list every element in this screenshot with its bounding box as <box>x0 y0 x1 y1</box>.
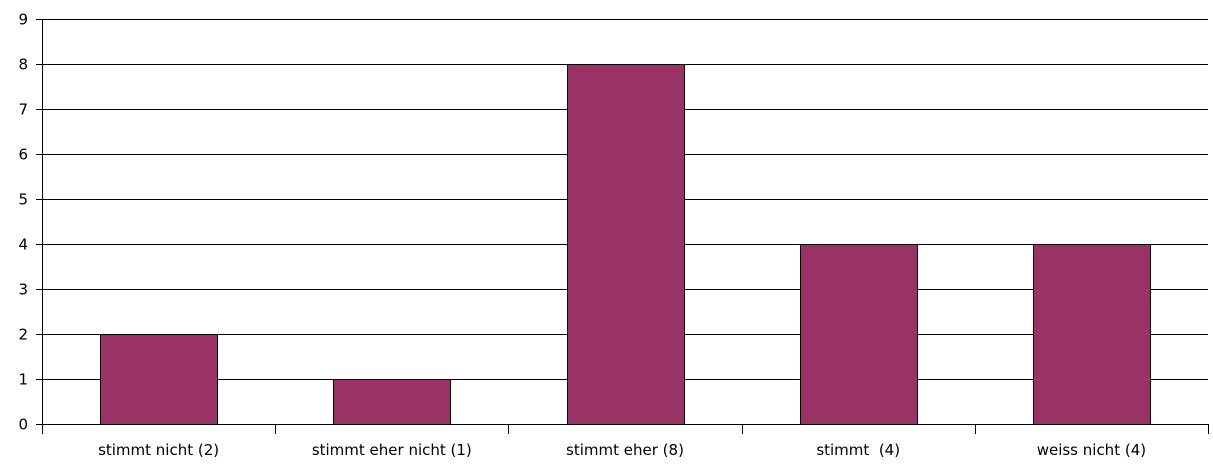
x-category-label: weiss nicht (4) <box>1037 441 1146 459</box>
y-tick-label: 1 <box>18 371 28 389</box>
bar <box>333 379 451 425</box>
y-tick-label: 4 <box>18 236 28 254</box>
x-category-label: stimmt (4) <box>816 441 900 459</box>
bars <box>100 64 1151 425</box>
axes <box>36 19 1209 434</box>
bar <box>100 334 218 425</box>
y-tick-label: 7 <box>18 101 28 119</box>
y-tick-labels: 0 1 2 3 4 5 6 7 8 9 <box>18 11 28 434</box>
y-tick-label: 6 <box>18 146 28 164</box>
x-category-labels: stimmt nicht (2) stimmt eher nicht (1) sti… <box>98 441 1146 459</box>
bar <box>800 244 918 425</box>
y-tick-label: 3 <box>18 281 28 299</box>
x-category-label: stimmt eher nicht (1) <box>312 441 472 459</box>
bar <box>1033 244 1151 425</box>
x-category-label: stimmt eher (8) <box>566 441 684 459</box>
bar <box>567 64 685 425</box>
x-category-label: stimmt nicht (2) <box>98 441 219 459</box>
y-tick-label: 9 <box>18 11 28 29</box>
y-tick-label: 8 <box>18 56 28 74</box>
y-tick-label: 2 <box>18 326 28 344</box>
y-tick-label: 0 <box>18 416 28 434</box>
y-tick-label: 5 <box>18 191 28 209</box>
